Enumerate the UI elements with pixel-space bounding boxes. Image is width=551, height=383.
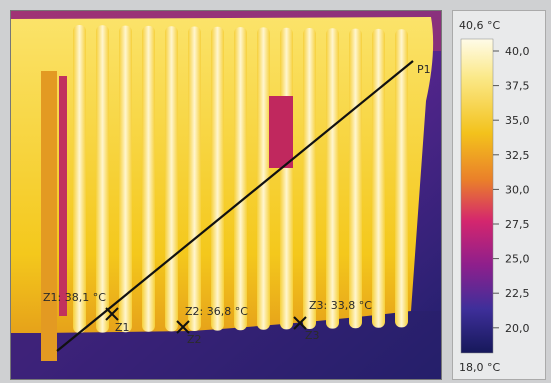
radiator-fin [119,25,132,333]
scale-tick-label: 37,5 [505,80,530,93]
radiator-fin [303,28,316,329]
radiator-fin [211,26,224,331]
radiator-fin [326,28,339,329]
scale-tick-label: 32,5 [505,149,530,162]
color-bar [460,38,494,354]
zone-2-marker-label: Z2 [187,333,202,346]
thermal-canvas: P1 Z1: 38,1 °C Z1 Z2: 36,8 °C Z2 Z3: 33,… [11,11,441,379]
scale-tick-label: 35,0 [505,114,530,127]
radiator-fin [234,27,247,331]
scale-tick-label: 20,0 [505,322,530,335]
radiator-fin [372,28,385,328]
zone-3-marker [293,316,307,330]
scale-max-label: 40,6 °C [459,19,500,32]
thermal-image: P1 Z1: 38,1 °C Z1 Z2: 36,8 °C Z2 Z3: 33,… [10,10,442,380]
zone-2-marker [176,320,190,334]
scale-tick-label: 27,5 [505,218,530,231]
radiator-fin [188,26,201,331]
radiator-fin [73,25,86,333]
temperature-scale: 40,6 °C 40,0 37,5 35,0 32,5 30,0 27,5 25,0 22,5… [459,19,530,374]
radiator-fin [96,25,109,333]
zone-2-label: Z2: 36,8 °C [185,305,248,318]
scale-min-label: 18,0 °C [459,361,500,374]
zone-3-marker-label: Z3 [305,329,320,342]
zone-1-label: Z1: 38,1 °C [43,291,106,304]
radiator-gap [269,96,293,168]
zone-1-marker [105,307,119,321]
line-label: P1 [417,63,431,76]
radiator-fin [349,28,362,329]
radiator-fin [142,25,155,332]
radiator-fin [280,27,293,330]
scale-tick-label: 30,0 [505,183,530,196]
radiator-fin [395,29,408,328]
pipe-shadow [59,76,67,316]
scale-tick-label: 25,0 [505,253,530,266]
scale-tick-label: 40,0 [505,45,530,58]
measurement-line [56,60,414,352]
zone-3-label: Z3: 33,8 °C [309,299,372,312]
zone-1-marker-label: Z1 [115,321,130,334]
temperature-scale-panel: 40,6 °C 40,0 37,5 35,0 32,5 30,0 27,5 25,0 22,5… [452,10,546,380]
scale-tick-label: 22,5 [505,287,530,300]
radiator-fins [73,25,408,333]
radiator-fin [165,26,178,332]
radiator-fin [257,27,270,330]
radiator-pipe [41,71,57,361]
scale-ticks: 40,0 37,5 35,0 32,5 30,0 27,5 25,0 22,5 20,0 [493,45,530,335]
